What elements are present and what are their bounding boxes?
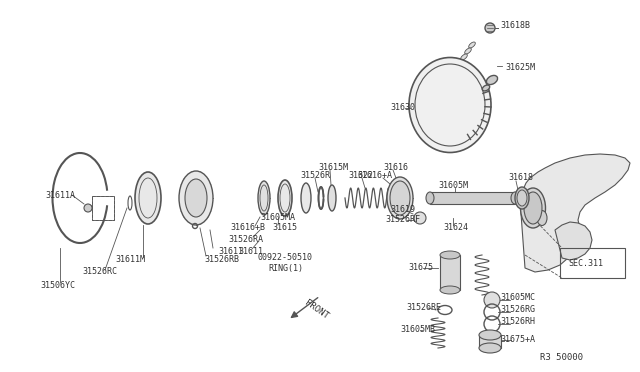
Text: 31625M: 31625M — [505, 64, 535, 73]
Polygon shape — [555, 222, 592, 260]
Ellipse shape — [409, 58, 491, 153]
Ellipse shape — [537, 211, 547, 225]
Bar — [430, 192, 515, 204]
Text: 31506YC: 31506YC — [40, 280, 75, 289]
Ellipse shape — [479, 330, 501, 340]
Ellipse shape — [465, 48, 471, 54]
Text: 31615: 31615 — [272, 224, 297, 232]
Text: 31526RF: 31526RF — [385, 215, 420, 224]
Ellipse shape — [479, 343, 501, 353]
Bar — [92, 196, 114, 220]
Text: 31616: 31616 — [383, 164, 408, 173]
Text: 31605MB: 31605MB — [400, 326, 435, 334]
Text: 31616+B: 31616+B — [230, 224, 265, 232]
Circle shape — [484, 292, 500, 308]
Ellipse shape — [278, 180, 292, 216]
Text: 31605MA: 31605MA — [260, 214, 295, 222]
Text: 31619: 31619 — [390, 205, 415, 215]
Ellipse shape — [440, 251, 460, 259]
Ellipse shape — [520, 188, 545, 228]
Ellipse shape — [486, 76, 497, 84]
Ellipse shape — [301, 183, 311, 213]
Text: 31611A: 31611A — [45, 190, 75, 199]
Text: 31526RE: 31526RE — [406, 304, 441, 312]
Text: 31624: 31624 — [443, 224, 468, 232]
Ellipse shape — [452, 66, 460, 72]
Text: FRONT: FRONT — [303, 298, 330, 321]
Text: 31526RG: 31526RG — [500, 305, 535, 314]
Text: 31675: 31675 — [408, 263, 433, 273]
Text: 31526RH: 31526RH — [500, 317, 535, 327]
Text: 31622: 31622 — [348, 170, 373, 180]
Circle shape — [414, 212, 426, 224]
Text: 31675+A: 31675+A — [500, 336, 535, 344]
Ellipse shape — [440, 286, 460, 294]
Polygon shape — [520, 154, 630, 272]
Ellipse shape — [185, 179, 207, 217]
Circle shape — [84, 204, 92, 212]
Text: 31611: 31611 — [218, 247, 243, 257]
Ellipse shape — [511, 192, 519, 204]
Ellipse shape — [258, 181, 270, 215]
Ellipse shape — [390, 181, 410, 215]
Text: 31616+A: 31616+A — [357, 170, 392, 180]
Text: 31618: 31618 — [508, 173, 533, 183]
Bar — [92, 196, 114, 220]
Ellipse shape — [328, 185, 336, 211]
Ellipse shape — [461, 54, 467, 60]
Ellipse shape — [457, 60, 463, 66]
Ellipse shape — [426, 192, 434, 204]
Text: 31630: 31630 — [390, 103, 415, 112]
Text: 31618B: 31618B — [500, 22, 530, 31]
Bar — [560, 248, 625, 278]
Text: 31526RB: 31526RB — [204, 256, 239, 264]
Text: 00922-50510: 00922-50510 — [258, 253, 313, 263]
Text: R3 50000: R3 50000 — [540, 353, 583, 362]
Ellipse shape — [515, 187, 529, 209]
Text: 31526R: 31526R — [300, 170, 330, 180]
Ellipse shape — [483, 85, 490, 91]
Text: SEC.311: SEC.311 — [568, 259, 603, 267]
Text: 31526RA: 31526RA — [228, 235, 263, 244]
Text: 31615M: 31615M — [318, 164, 348, 173]
Circle shape — [485, 23, 495, 33]
Ellipse shape — [524, 192, 542, 224]
Ellipse shape — [468, 42, 476, 48]
Ellipse shape — [449, 72, 455, 78]
Ellipse shape — [387, 177, 413, 219]
Text: 31605MC: 31605MC — [500, 294, 535, 302]
Bar — [479, 335, 501, 348]
Text: 31526RC: 31526RC — [82, 267, 117, 276]
Text: RING(1): RING(1) — [268, 263, 303, 273]
Bar — [440, 255, 460, 290]
Text: 31611: 31611 — [238, 247, 263, 257]
Ellipse shape — [135, 172, 161, 224]
Ellipse shape — [179, 171, 213, 225]
Text: 31605M: 31605M — [438, 180, 468, 189]
Ellipse shape — [517, 190, 527, 206]
Text: 31611M: 31611M — [115, 256, 145, 264]
